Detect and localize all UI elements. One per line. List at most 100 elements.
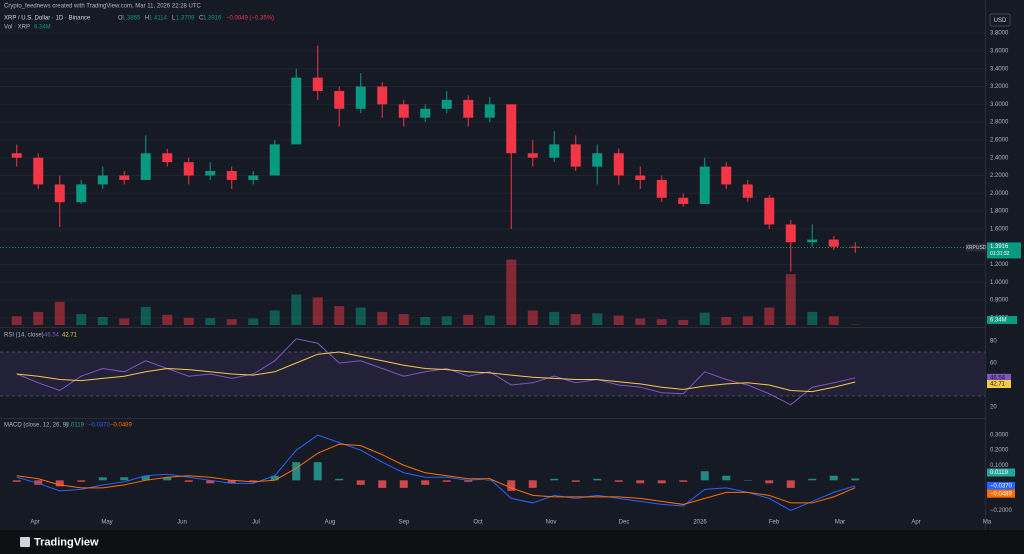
ohlc-value: 1.3709 <box>176 16 195 22</box>
candle-body <box>291 77 302 145</box>
volume-bar <box>11 316 22 325</box>
volume-bar <box>97 317 108 325</box>
histogram-bar <box>141 475 150 481</box>
histogram-bar <box>227 480 236 484</box>
volume-bar <box>291 294 302 325</box>
volume-bar <box>678 319 689 325</box>
y-tick-label: 0.2000 <box>990 448 1009 454</box>
volume-bar <box>828 316 839 325</box>
histogram-bar <box>808 478 817 481</box>
ohlc-key: L <box>172 16 176 22</box>
histogram-bar <box>636 480 645 484</box>
histogram-bar <box>206 480 215 484</box>
volume-bar <box>269 310 280 325</box>
volume-bar <box>785 274 796 325</box>
legend-value: 42.71 <box>62 333 78 339</box>
volume-bar <box>162 314 173 325</box>
candle-body <box>742 184 753 198</box>
rsi-line <box>16 338 856 406</box>
x-tick-label: Ma <box>983 520 992 526</box>
axis-value: 42.71 <box>990 382 1006 388</box>
rsi-line <box>16 351 856 393</box>
histogram-bar <box>528 480 537 488</box>
histogram-bar <box>593 478 602 481</box>
histogram-bar <box>507 480 516 491</box>
volume-bar <box>54 301 65 325</box>
candle-body <box>76 184 87 203</box>
symbol: XRP / U.S. Dollar · 1D · Binance <box>4 16 91 22</box>
histogram-bar <box>98 477 107 481</box>
brand: TradingView <box>34 536 99 548</box>
axis-value: 0.0119 <box>990 470 1009 476</box>
y-tick-label: 1.2000 <box>990 262 1009 268</box>
credit: Crypto_feednews created with TradingView… <box>4 4 202 10</box>
histogram-bar <box>829 475 838 481</box>
candle-body <box>183 162 194 176</box>
histogram-bar <box>722 475 731 481</box>
histogram-bar <box>700 471 709 481</box>
y-tick-label: −0.2000 <box>990 508 1013 514</box>
y-tick-label: 0.8000 <box>990 298 1009 304</box>
candle-body <box>592 153 603 167</box>
axis-value-box <box>987 481 1015 490</box>
candle-body <box>248 175 259 180</box>
x-tick-label: Aug <box>325 520 336 526</box>
pane-title: RSI (14, close) <box>4 333 44 339</box>
axis-value-box <box>987 489 1015 498</box>
legend-value: 46.54 <box>44 333 60 339</box>
y-tick-label: 0.3000 <box>990 433 1009 439</box>
y-tick-label: 0.1000 <box>990 463 1009 469</box>
histogram-bar <box>55 480 64 487</box>
histogram-bar <box>657 480 666 484</box>
brand-logo <box>20 537 30 547</box>
histogram-bar <box>464 480 473 482</box>
candle-body <box>334 90 345 109</box>
histogram-bar <box>77 480 86 482</box>
volume-bar <box>398 314 409 325</box>
ohlc-key: O <box>118 16 123 22</box>
candle-body <box>613 153 624 176</box>
candle-body <box>463 99 474 118</box>
y-tick-label: 3.6000 <box>990 49 1009 55</box>
volume-bar <box>570 314 581 325</box>
y-tick-label: 3.0000 <box>990 102 1009 108</box>
ohlc-key: H <box>145 16 149 22</box>
axis-value-box <box>987 380 1011 389</box>
x-tick-label: Jun <box>177 520 187 526</box>
candle-body <box>828 239 839 247</box>
volume-bar <box>119 318 130 325</box>
volume-bar <box>721 317 732 325</box>
histogram-bar <box>335 478 344 481</box>
volume-bar <box>226 319 237 325</box>
candle-body <box>97 175 108 185</box>
volume-bar <box>248 318 259 325</box>
candle-body <box>484 104 495 118</box>
y-tick-label: 1.8000 <box>990 209 1009 215</box>
price-box <box>987 242 1021 259</box>
volume-bar <box>205 318 216 325</box>
y-tick-label: 2.8000 <box>990 120 1009 126</box>
histogram-bar <box>163 477 172 481</box>
volume-bar <box>420 317 431 325</box>
histogram-bar <box>313 462 322 481</box>
y-tick-label: 3.4000 <box>990 66 1009 72</box>
histogram-bar <box>378 480 387 488</box>
ohlc-value: 1.3916 <box>203 16 222 22</box>
histogram-bar <box>12 480 21 482</box>
candle-body <box>420 108 431 118</box>
candle-body <box>506 104 517 154</box>
candle-body <box>807 239 818 243</box>
histogram-bar <box>442 480 451 482</box>
x-tick-label: Dec <box>619 520 630 526</box>
volume-bar <box>506 259 517 325</box>
currency-box <box>989 13 1011 27</box>
x-tick-label: Apr <box>911 520 920 526</box>
histogram-bar <box>765 480 774 484</box>
x-tick-label: Oct <box>473 520 483 526</box>
last-price: 1.3916 <box>990 244 1009 250</box>
candle-body <box>205 171 216 176</box>
candle-body <box>355 86 366 109</box>
volume-bar <box>742 316 753 325</box>
